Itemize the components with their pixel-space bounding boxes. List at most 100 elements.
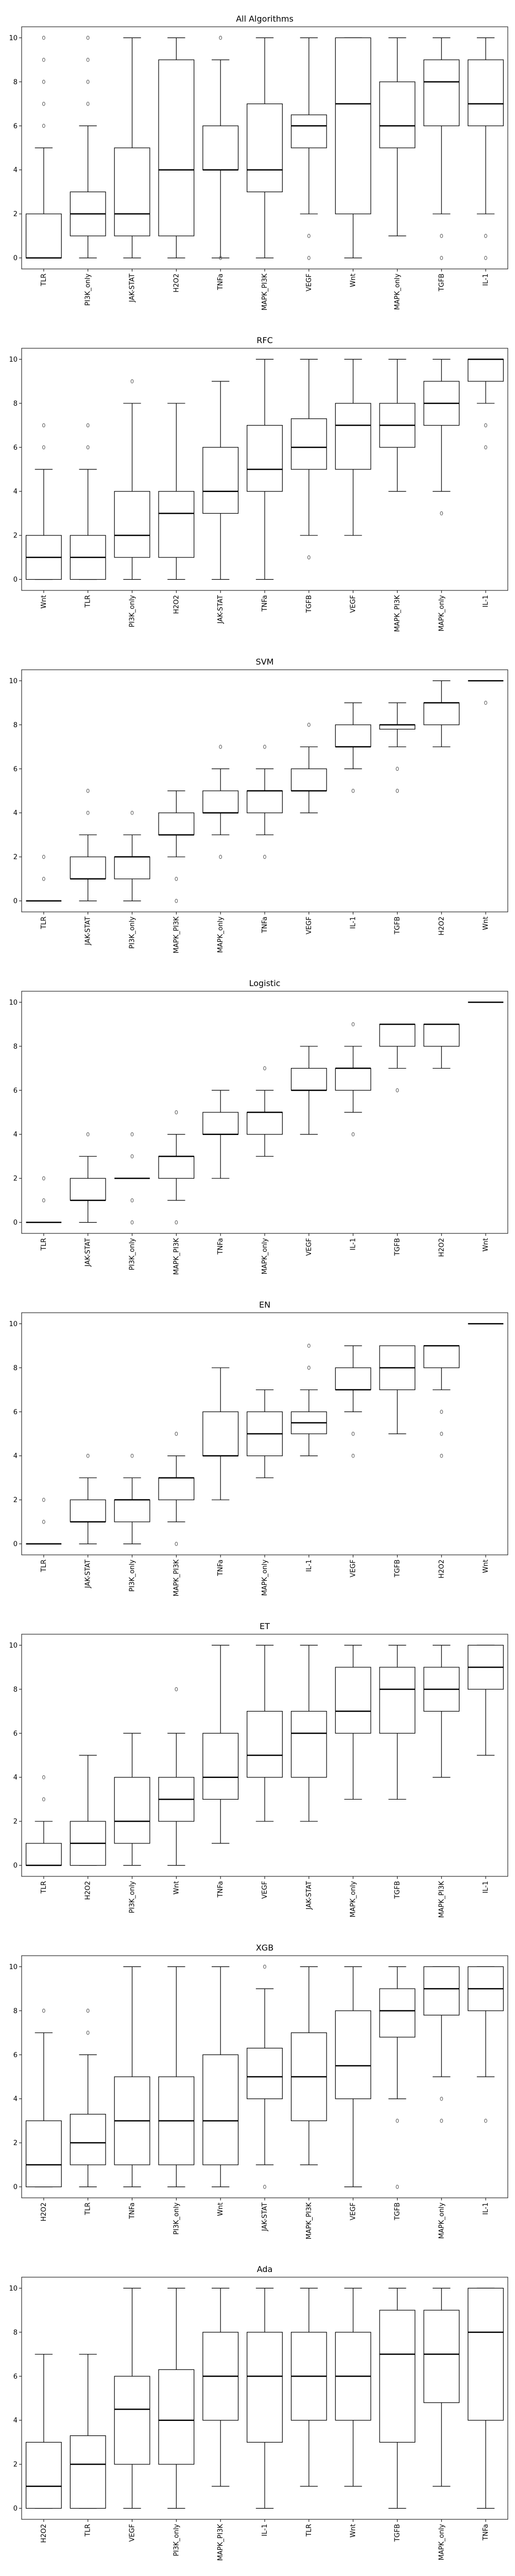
y-tick-label: 0 [13,1540,18,1548]
x-tick-label: H2O2 [438,917,445,936]
box-mapk-pi3k: MAPK_PI3K [158,1432,195,1596]
box-jak-stat: JAK-STAT [70,1132,106,1267]
box-tgfb: TGFB [379,702,416,935]
x-tick-label: PI3K_only [129,917,136,949]
box-wnt: Wnt [158,1687,195,1894]
y-tick-label: 2 [13,2461,18,2469]
x-tick-label: TGFB [393,2524,401,2542]
iqr-box [335,403,371,470]
box-mapk-only: MAPK_only [379,37,416,310]
x-tick-label: IL-1 [482,2202,490,2215]
outlier-point [42,58,45,62]
outlier-point [86,789,90,793]
iqr-box [468,2287,504,2421]
x-tick-label: JAK-STAT [261,2202,269,2231]
x-tick-label: JAK-STAT [84,917,92,945]
iqr-box [247,2047,283,2099]
iqr-box [70,856,106,879]
x-tick-label: PI3K_only [129,1238,136,1270]
x-tick-label: H2O2 [173,595,180,614]
x-tick-label: TLR [84,2524,92,2537]
x-tick-label: TLR [40,274,48,286]
iqr-box [423,2310,460,2403]
x-tick-label: PI3K_only [84,274,92,306]
iqr-box [335,1367,371,1391]
x-tick-label: H2O2 [173,274,180,293]
outlier-point [130,810,134,815]
outlier-point [484,423,487,428]
x-tick-label: H2O2 [438,1560,445,1579]
x-tick-label: PI3K_only [129,1560,136,1592]
chart-panel: ET 0 2 4 6 8 10 TLR H2O2 PI3K_only Wnt TNFa VEGF JAK-… [9,1621,508,1918]
box-pi3k-only: PI3K_only [114,810,150,949]
box-il-1: IL-1 [468,37,504,286]
x-tick-label: PI3K_only [173,2202,180,2235]
y-tick-label: 4 [13,2095,18,2103]
box-tlr: TLR [26,1176,62,1251]
outlier-point [42,1775,45,1780]
y-tick-label: 0 [13,897,18,905]
y-tick-label: 2 [13,532,18,540]
outlier-point [307,722,311,727]
box-jak-stat: JAK-STAT [247,1964,283,2231]
x-tick-label: TGFB [393,2202,401,2221]
outlier-point [42,1176,45,1181]
y-tick-label: 10 [9,1963,18,1971]
y-tick-label: 8 [13,1043,18,1050]
box-il-1: IL-1 [335,702,371,929]
chart-title: All Algorithms [236,14,294,24]
box-tlr: TLR [25,36,62,286]
box-tnfa: TNFa [468,2287,504,2541]
x-tick-label: VEGF [305,1238,313,1256]
x-tick-label: IL-1 [305,1560,313,1572]
iqr-box [290,114,327,148]
y-tick-label: 2 [13,1497,18,1504]
box-h2o2: H2O2 [423,1345,460,1579]
x-tick-label: H2O2 [40,2524,48,2543]
box-vegf: VEGF [114,2287,150,2542]
y-tick-label: 6 [13,766,18,773]
iqr-box [335,1667,371,1734]
box-wnt: Wnt [468,680,504,930]
outlier-point [42,1520,45,1524]
iqr-box [379,2310,416,2443]
box-tgfb: TGFB [379,1023,416,1256]
outlier-point [440,234,443,238]
box-il-1: IL-1 [468,1966,504,2215]
outlier-point [396,2119,399,2123]
iqr-box [423,1345,460,1368]
outlier-point [42,2008,45,2013]
y-tick-label: 0 [13,1862,18,1870]
y-tick-label: 10 [9,2285,18,2293]
iqr-box [290,1710,327,1778]
iqr-box [423,1024,460,1047]
box-tnfa: TNFa [202,1090,239,1255]
box-wnt: Wnt [335,37,371,287]
outlier-point [263,2184,266,2189]
x-tick-label: TLR [84,595,92,608]
chart-panel: EN 0 2 4 6 8 10 TLR JAK-STAT PI3K_only MAPK_PI3K TN… [9,1300,508,1596]
x-tick-label: TLR [40,1238,48,1251]
y-tick-label: 4 [13,1131,18,1139]
iqr-box [468,59,504,126]
x-tick-label: TLR [40,917,48,929]
box-tgfb: TGFB [379,2287,416,2542]
iqr-box [379,1024,416,1047]
outlier-point [86,423,90,428]
x-tick-label: TNFa [217,1560,225,1577]
iqr-box [379,81,416,148]
outlier-point [175,1687,178,1691]
chart-title: Logistic [249,978,281,988]
box-vegf: VEGF [335,359,371,613]
outlier-point [351,1432,355,1436]
outlier-point [263,744,266,749]
x-tick-label: IL-1 [350,1238,357,1250]
x-tick-label: MAPK_only [438,2524,445,2561]
box-pi3k-only: PI3K_only [114,1733,150,1913]
iqr-box [114,1499,150,1522]
outlier-point [175,1110,178,1114]
iqr-box [114,147,150,236]
box-vegf: VEGF [290,1046,327,1256]
x-tick-label: TGFB [305,595,313,613]
